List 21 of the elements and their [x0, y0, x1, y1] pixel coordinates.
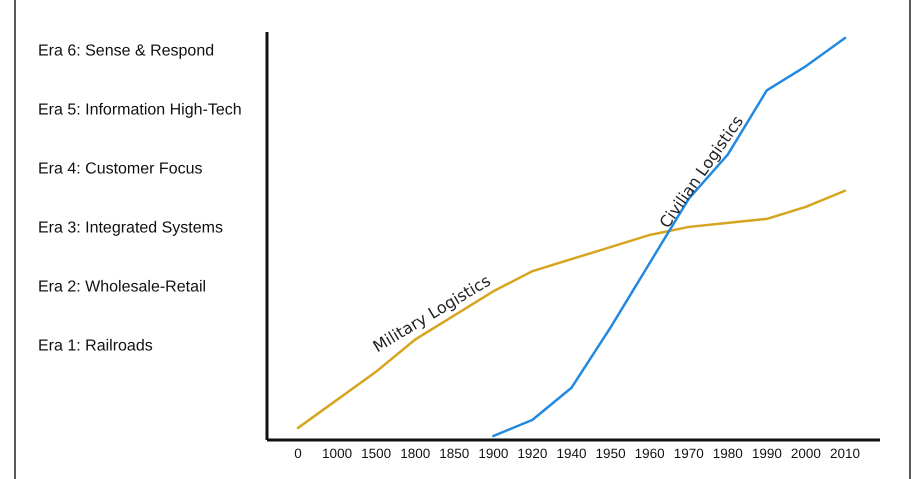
x-tick-label: 1850: [439, 446, 470, 461]
x-tick-label: 0: [294, 446, 302, 461]
x-tick-label: 1920: [517, 446, 548, 461]
x-tick-label: 1980: [712, 446, 743, 461]
x-tick-label: 1970: [674, 446, 704, 461]
text: Era 4: Customer Focus: [38, 160, 202, 178]
x-tick-label: 1940: [556, 446, 587, 461]
x-tick-label: 2010: [830, 446, 860, 461]
text: Era 3: Integrated Systems: [38, 220, 223, 237]
x-tick-label: 1800: [400, 446, 430, 461]
x-tick-label: 2000: [790, 446, 821, 461]
x-tick-label: 1960: [634, 446, 665, 461]
text: Era 6: Sense & Respond: [38, 42, 214, 60]
x-tick-label: 1000: [322, 446, 352, 461]
text: Era 5: Information High-Tech: [38, 102, 242, 119]
x-tick-label: 1500: [361, 446, 392, 461]
x-tick-label: 1950: [596, 446, 626, 461]
x-tick-label: 1990: [752, 446, 782, 461]
x-tick-label: 1900: [478, 446, 508, 461]
text: Era 2: Wholesale-Retail: [38, 278, 206, 296]
text: Era 1: Railroads: [38, 338, 153, 355]
